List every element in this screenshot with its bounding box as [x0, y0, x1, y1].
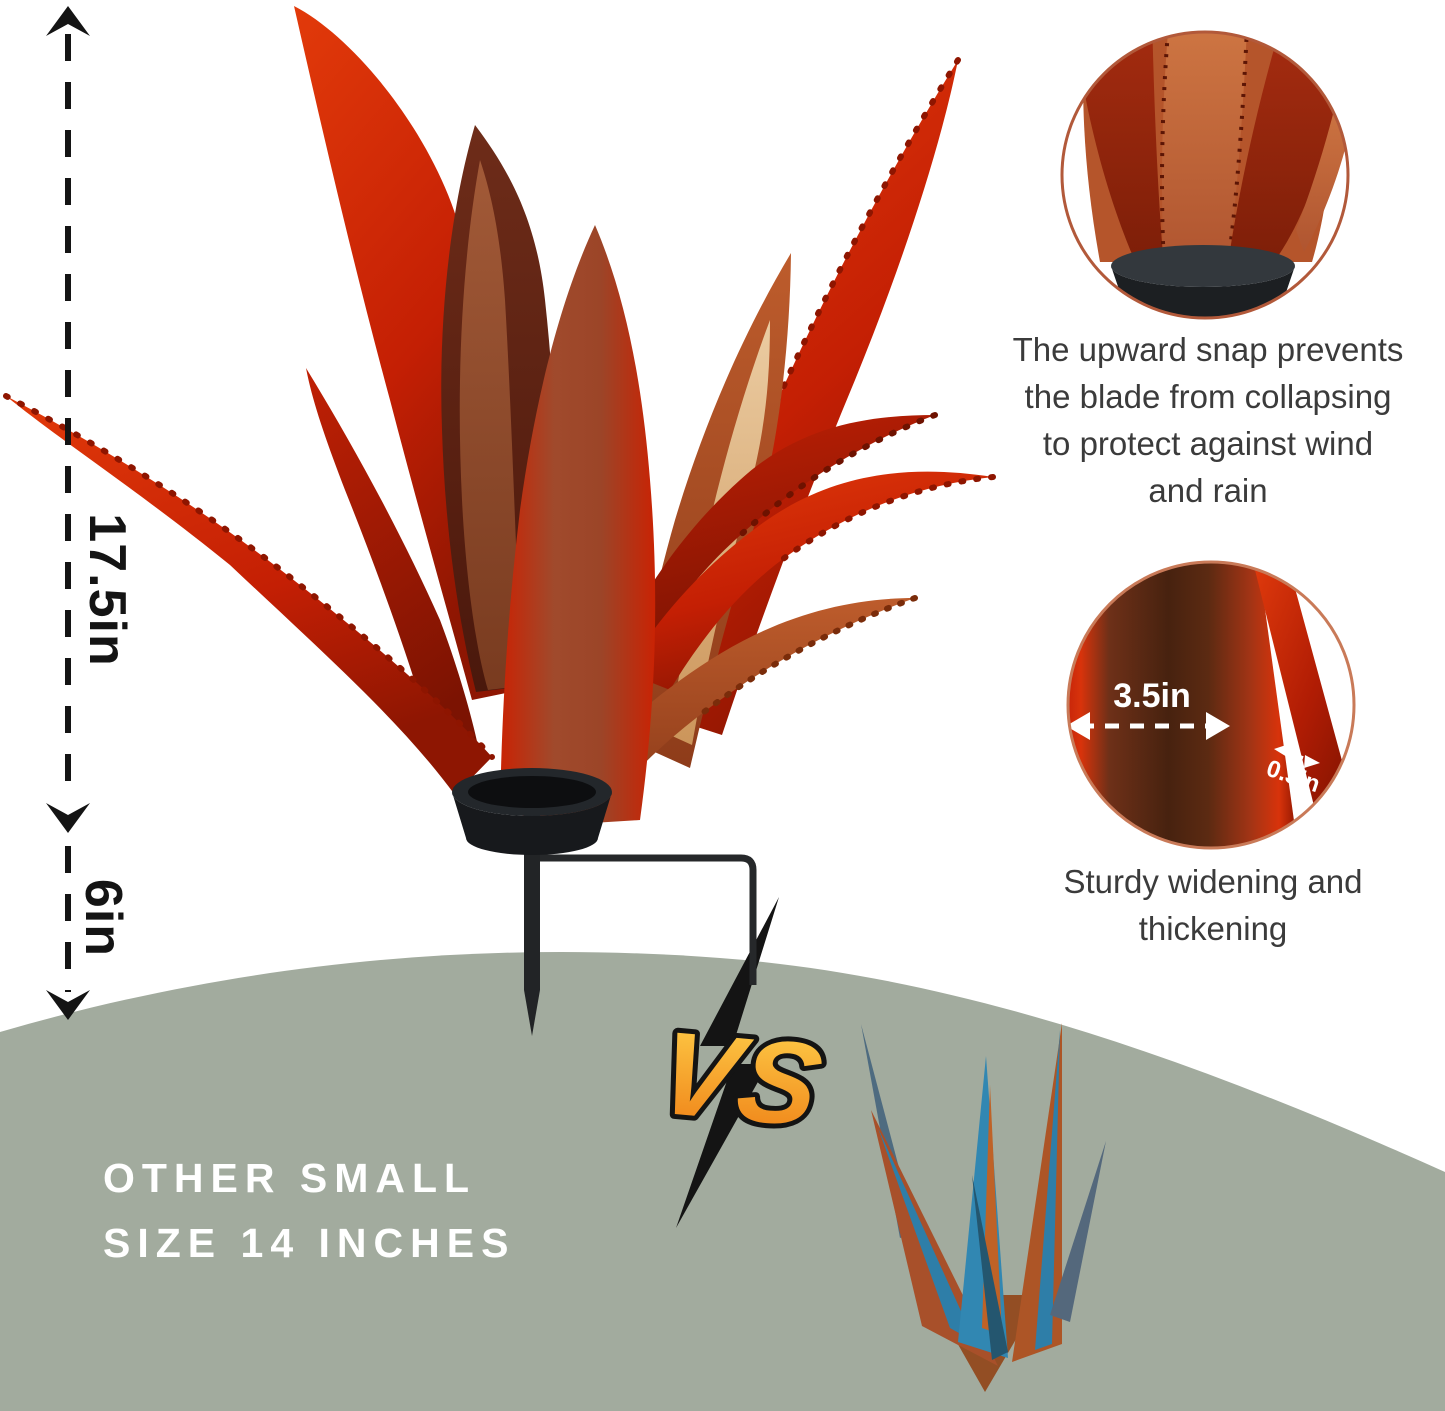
callout-sturdy-circle: 3.5in 0.3in [1066, 560, 1356, 850]
sturdy-caption: Sturdy widening and thickening [1063, 863, 1363, 947]
stake-depth-label: 6in [74, 878, 132, 958]
agave-plant-image [3, 6, 996, 1036]
small-agave-image [861, 1023, 1106, 1392]
ground-stake [524, 800, 757, 1036]
width-arrow [1069, 712, 1230, 740]
callout-ring [1066, 560, 1356, 850]
ground-shape [0, 952, 1445, 1411]
stake-dimension-arrow [46, 846, 90, 1020]
snap-caption: The upward snap prevents the blade from … [1012, 331, 1404, 509]
vs-label: VS [647, 1008, 833, 1152]
thickness-arrow [1274, 744, 1320, 768]
lightning-bolt-icon [676, 897, 779, 1228]
callout-ring [1060, 30, 1350, 320]
callout-snap-circle [1060, 30, 1350, 320]
height-label: 17.5in [78, 513, 136, 667]
height-dimension-arrow [46, 6, 90, 833]
base-cup [452, 768, 612, 855]
other-product-label: OTHER SMALL SIZE 14 INCHES [103, 1155, 516, 1266]
blade-width-label: 3.5in [1113, 677, 1190, 715]
